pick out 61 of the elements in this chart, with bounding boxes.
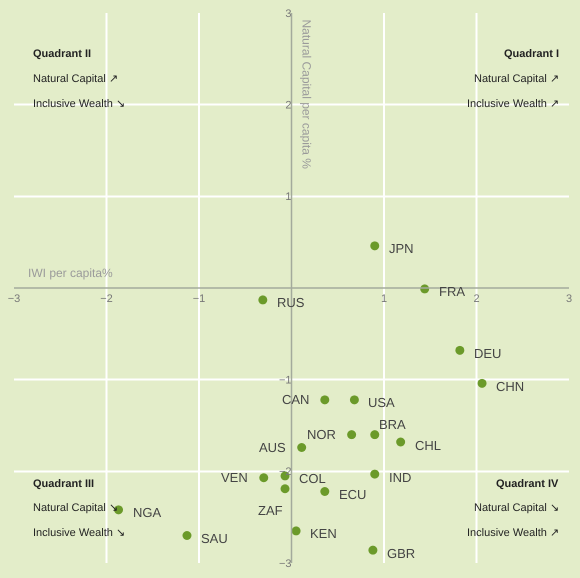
point	[292, 526, 301, 536]
point	[350, 395, 359, 404]
point	[370, 470, 380, 479]
annotation: ECU	[339, 487, 366, 502]
point	[320, 395, 330, 404]
annotation: Natural Capital ↘	[474, 502, 559, 514]
annotation: GBR	[387, 546, 416, 561]
annotation: Natural Capital ↗	[474, 73, 559, 85]
annotation: ZAF	[258, 503, 283, 518]
annotation: COL	[299, 471, 326, 486]
point	[455, 346, 464, 355]
annotation: DEU	[474, 346, 502, 361]
annotation: Natural Capital ↗	[33, 73, 118, 85]
y-tick-label: 3	[285, 8, 292, 20]
annotation: Quadrant III	[33, 478, 94, 490]
annotation: SAU	[201, 531, 228, 546]
x-tick-label: −3	[8, 293, 20, 305]
x-axis-title: IWI per capita%	[28, 266, 114, 280]
y-tick-label: −1	[278, 374, 292, 387]
annotation: Inclusive Wealth ↗	[467, 527, 559, 539]
point	[280, 484, 290, 494]
y-tick-label: −3	[278, 558, 292, 570]
annotation: CHN	[496, 379, 524, 394]
point	[368, 546, 378, 555]
y-tick-label: 1	[285, 191, 292, 204]
point	[370, 241, 380, 250]
x-tick-label: −1	[192, 293, 206, 305]
y-axis-title: Natural Capital per capita %	[300, 20, 314, 170]
point	[182, 531, 192, 540]
annotation: NOR	[307, 427, 336, 442]
annotation: Inclusive Wealth ↘	[33, 527, 125, 539]
annotation: Quadrant I	[504, 48, 560, 60]
annotation: KEN	[310, 526, 337, 541]
point	[259, 473, 268, 482]
annotation: Quadrant II	[33, 48, 92, 60]
annotation: RUS	[277, 295, 305, 310]
x-tick-label: 3	[566, 293, 572, 305]
point	[478, 378, 487, 388]
annotation: CHL	[415, 438, 442, 453]
annotation: FRA	[439, 284, 466, 299]
point	[370, 430, 380, 440]
x-tick-label: 1	[380, 293, 388, 305]
point	[347, 430, 356, 440]
point	[258, 295, 268, 304]
annotation: AUS	[259, 440, 286, 455]
annotation: NGA	[133, 505, 162, 520]
annotation: IND	[389, 470, 412, 485]
annotation: JPN	[389, 241, 414, 256]
annotation: CAN	[282, 392, 310, 407]
annotation: Inclusive Wealth ↘	[33, 98, 125, 110]
point	[396, 438, 406, 446]
x-tick-label: −2	[100, 293, 113, 305]
annotation: BRA	[379, 417, 406, 432]
annotation: VEN	[221, 470, 248, 485]
y-tick-label: 2	[285, 100, 292, 112]
x-tick-label: 2	[473, 293, 480, 305]
point	[320, 487, 330, 496]
annotation: Quadrant IV	[496, 478, 560, 490]
annotation: USA	[368, 395, 396, 410]
point	[297, 443, 306, 452]
annotation: Inclusive Wealth ↗	[467, 98, 559, 110]
